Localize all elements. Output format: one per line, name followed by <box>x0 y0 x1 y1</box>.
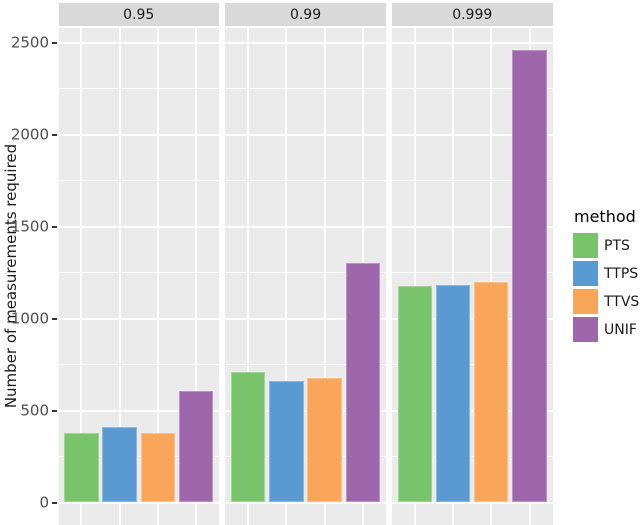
bar-0.95-TTPS <box>102 427 137 503</box>
y-tick-mark <box>52 133 57 136</box>
bar-0.95-PTS <box>64 432 99 503</box>
panel-0.999 <box>392 28 553 525</box>
major-gridline <box>225 501 386 504</box>
panel-0.95 <box>58 28 219 525</box>
y-tick-label: 1500 <box>10 217 49 235</box>
minor-gridline <box>225 88 386 89</box>
major-gridline-x <box>156 28 159 525</box>
bar-0.99-TTVS <box>307 378 342 503</box>
legend-title: method <box>574 207 636 226</box>
facet-strip-0.95: 0.95 <box>58 3 219 26</box>
major-gridline-x <box>452 28 455 525</box>
bar-0.999-UNIF <box>512 49 547 503</box>
major-gridline <box>392 225 553 228</box>
legend-swatch-TTPS <box>573 261 598 286</box>
bar-0.999-PTS <box>397 286 433 503</box>
legend-swatch-TTVS <box>573 289 598 314</box>
major-gridline <box>392 41 553 44</box>
legend-swatch-PTS <box>573 233 598 258</box>
major-gridline-x <box>195 28 198 525</box>
minor-gridline <box>225 456 386 457</box>
legend-label: UNIF <box>604 321 637 338</box>
major-gridline <box>392 317 553 320</box>
y-tick-label: 0 <box>39 493 49 511</box>
major-gridline <box>225 225 386 228</box>
minor-gridline <box>392 180 553 181</box>
y-tick-mark <box>52 409 57 412</box>
major-gridline <box>225 41 386 44</box>
major-gridline-x <box>118 28 121 525</box>
minor-gridline <box>58 364 219 365</box>
minor-gridline <box>225 180 386 181</box>
y-tick-label: 1000 <box>10 309 49 327</box>
minor-gridline <box>225 364 386 365</box>
major-gridline <box>58 501 219 504</box>
major-gridline-x <box>285 28 288 525</box>
major-gridline <box>392 409 553 412</box>
facet-strip-0.999: 0.999 <box>392 3 553 26</box>
legend-swatch-UNIF <box>573 317 598 342</box>
minor-gridline <box>392 272 553 273</box>
legend-entry-TTVS: TTVS <box>573 289 639 314</box>
facet-strip-label: 0.999 <box>452 6 493 23</box>
y-tick-mark <box>52 41 57 44</box>
bar-0.999-TTPS <box>435 285 471 503</box>
y-tick-label: 2000 <box>10 125 49 143</box>
legend-entry-UNIF: UNIF <box>573 317 639 342</box>
minor-gridline <box>58 272 219 273</box>
minor-gridline <box>225 272 386 273</box>
major-gridline <box>225 409 386 412</box>
y-tick-label: 500 <box>20 401 49 419</box>
major-gridline <box>58 409 219 412</box>
y-tick-mark <box>52 317 57 320</box>
bar-0.99-TTPS <box>269 381 304 503</box>
legend-label: TTPS <box>604 265 639 282</box>
minor-gridline <box>58 180 219 181</box>
major-gridline <box>58 133 219 136</box>
major-gridline-x <box>247 28 250 525</box>
bar-0.99-PTS <box>230 371 266 503</box>
y-axis-title: Number of measurements required <box>2 143 20 409</box>
bar-0.95-TTVS <box>140 432 175 503</box>
legend-entry-PTS: PTS <box>573 233 639 258</box>
major-gridline <box>58 225 219 228</box>
major-gridline-x <box>80 28 83 525</box>
legend-label: PTS <box>604 237 630 254</box>
major-gridline <box>225 133 386 136</box>
bar-0.999-TTVS <box>474 281 509 503</box>
facet-strip-label: 0.95 <box>123 6 155 23</box>
bar-0.99-UNIF <box>345 263 381 503</box>
y-tick-label: 2500 <box>10 33 49 51</box>
major-gridline <box>225 317 386 320</box>
facet-strip-label: 0.99 <box>289 6 322 23</box>
minor-gridline <box>58 88 219 89</box>
panel-0.99 <box>225 28 386 525</box>
major-gridline <box>392 501 553 504</box>
legend-entries: PTS TTPS TTVS UNIF <box>573 233 639 342</box>
y-tick-mark <box>52 501 57 504</box>
major-gridline <box>58 41 219 44</box>
major-gridline <box>58 317 219 320</box>
major-gridline-x <box>490 28 493 525</box>
minor-gridline <box>392 88 553 89</box>
legend-entry-TTPS: TTPS <box>573 261 639 286</box>
y-tick-mark <box>52 225 57 228</box>
bar-0.95-UNIF <box>178 391 214 503</box>
minor-gridline <box>392 364 553 365</box>
major-gridline-x <box>323 28 326 525</box>
legend-label: TTVS <box>604 293 640 310</box>
major-gridline-x <box>413 28 416 525</box>
facet-strip-0.99: 0.99 <box>225 3 386 26</box>
major-gridline <box>392 133 553 136</box>
minor-gridline <box>392 456 553 457</box>
minor-gridline <box>58 456 219 457</box>
legend: method PTS TTPS TTVS UNIF <box>573 207 639 345</box>
